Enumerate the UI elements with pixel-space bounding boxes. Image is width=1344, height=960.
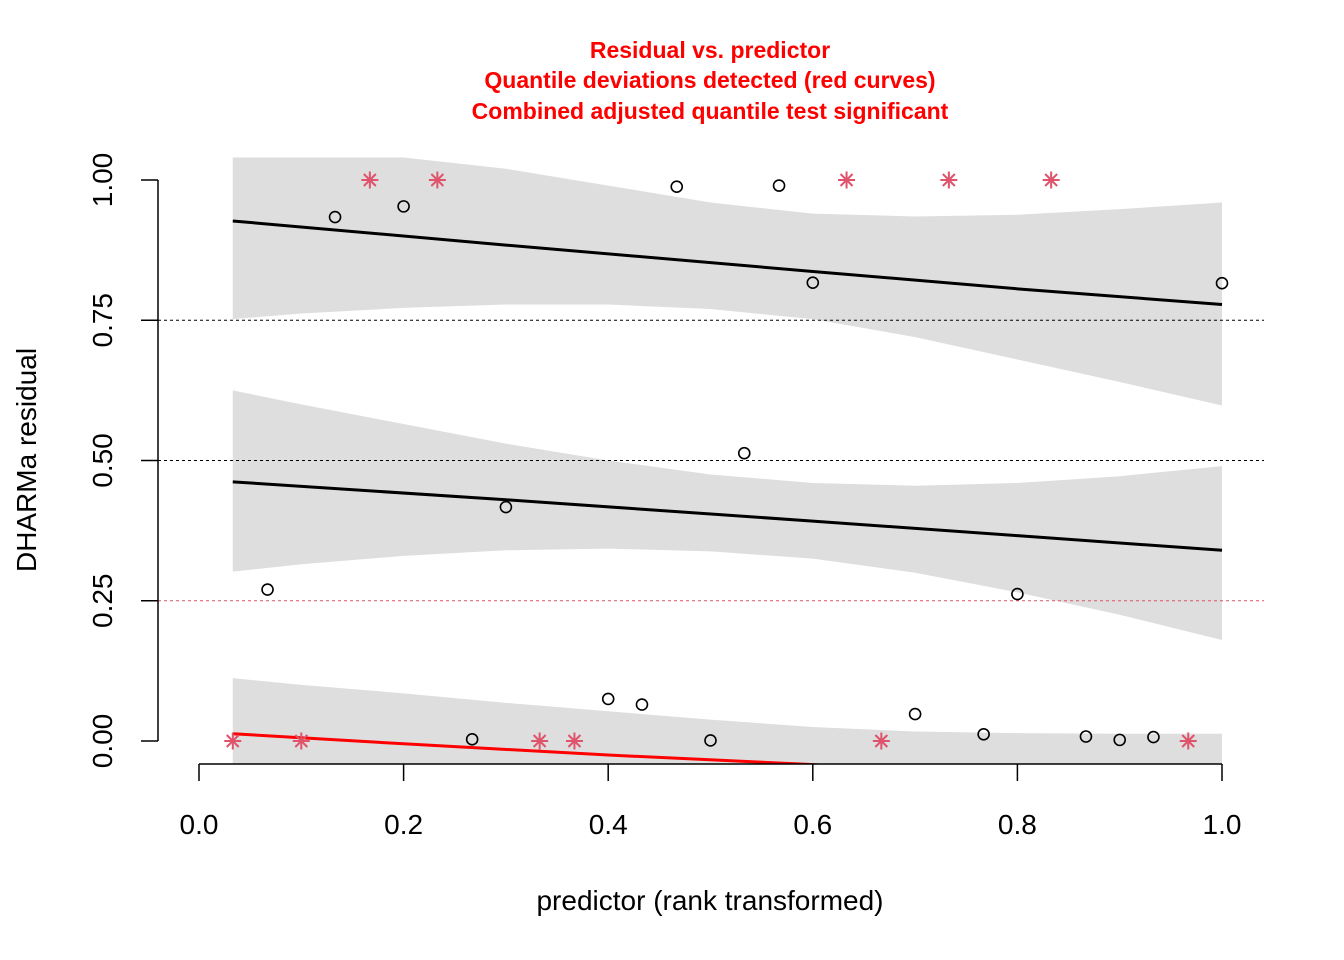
title-line-3: Combined adjusted quantile test signific… bbox=[472, 98, 949, 124]
outlier-stroke bbox=[430, 173, 445, 187]
residual-point bbox=[772, 179, 786, 192]
outlier-stroke bbox=[363, 173, 377, 187]
residual-point bbox=[635, 698, 649, 711]
outlier-point bbox=[940, 171, 958, 189]
outlier-point bbox=[531, 732, 549, 750]
residual-point bbox=[977, 727, 990, 741]
quantile-line-0.75 bbox=[232, 219, 1223, 307]
x-tick-label: 0.0 bbox=[180, 809, 219, 840]
y-tick-label: 0.50 bbox=[87, 433, 118, 488]
outlier-point bbox=[872, 732, 890, 750]
x-tick-label: 0.6 bbox=[793, 809, 832, 840]
quantile-fit-lines bbox=[232, 219, 1223, 764]
y-axis-label: DHARMa residual bbox=[11, 348, 42, 572]
residual-point bbox=[1079, 730, 1093, 743]
outlier-stroke bbox=[874, 734, 889, 748]
residual-point bbox=[328, 210, 342, 224]
x-tick-label: 0.4 bbox=[589, 809, 628, 840]
residual-point bbox=[465, 733, 479, 746]
outlier-stroke bbox=[567, 734, 582, 748]
outlier-stroke bbox=[839, 173, 854, 187]
outlier-stroke bbox=[1181, 734, 1195, 748]
confidence-band-3 bbox=[232, 157, 1222, 406]
reference-lines bbox=[158, 319, 1264, 602]
outlier-stroke bbox=[532, 734, 547, 748]
outlier-stroke bbox=[294, 734, 309, 748]
residual-point bbox=[806, 276, 820, 289]
outlier-stroke bbox=[1044, 173, 1058, 187]
outlier-point bbox=[1042, 171, 1060, 189]
residual-point bbox=[737, 446, 751, 460]
residual-points bbox=[261, 179, 1229, 747]
chart-title: Residual vs. predictor Quantile deviatio… bbox=[472, 37, 949, 124]
quantile-line-0.5 bbox=[232, 480, 1223, 552]
residual-point bbox=[1147, 730, 1160, 744]
residual-point bbox=[908, 707, 922, 721]
quantile-line-0.25 bbox=[232, 732, 830, 764]
residual-point bbox=[601, 692, 615, 706]
residual-point bbox=[499, 500, 513, 514]
outlier-stroke bbox=[226, 734, 240, 748]
residual-point bbox=[670, 180, 684, 194]
residual-point bbox=[397, 200, 410, 213]
x-axis-label: predictor (rank transformed) bbox=[536, 885, 883, 916]
outlier-point bbox=[292, 732, 310, 750]
y-tick-label: 1.00 bbox=[87, 153, 118, 208]
outlier-point bbox=[428, 171, 446, 189]
x-tick-label: 0.2 bbox=[384, 809, 423, 840]
x-axis: 0.0 0.2 0.4 0.6 0.8 1.0 bbox=[180, 763, 1242, 840]
outlier-point bbox=[224, 732, 242, 750]
y-axis: 0.00 0.25 0.50 0.75 1.00 bbox=[87, 153, 159, 769]
outlier-point bbox=[565, 732, 583, 750]
confidence-band-1 bbox=[232, 678, 1222, 764]
residual-point bbox=[261, 583, 274, 596]
outlier-point bbox=[361, 171, 379, 189]
residual-point bbox=[704, 734, 717, 747]
x-tick-label: 0.8 bbox=[998, 809, 1037, 840]
title-line-2: Quantile deviations detected (red curves… bbox=[484, 67, 935, 93]
y-tick-label: 0.75 bbox=[87, 293, 118, 348]
outlier-stroke bbox=[942, 173, 956, 187]
residual-point bbox=[1011, 587, 1024, 601]
outlier-point bbox=[1179, 732, 1197, 750]
residual-point bbox=[1113, 733, 1126, 747]
title-line-1: Residual vs. predictor bbox=[590, 37, 830, 63]
outlier-markers bbox=[224, 171, 1197, 750]
outlier-point bbox=[838, 171, 856, 189]
y-tick-label: 0.00 bbox=[87, 714, 118, 769]
residual-point bbox=[1215, 276, 1229, 290]
y-tick-label: 0.25 bbox=[87, 574, 118, 629]
x-tick-label: 1.0 bbox=[1203, 809, 1242, 840]
